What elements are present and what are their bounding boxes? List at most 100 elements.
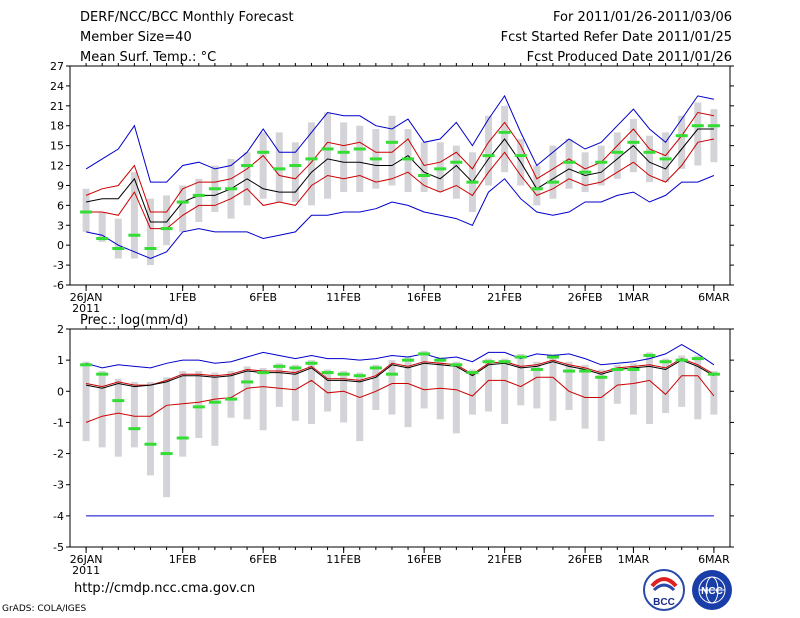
spread-bar [307, 122, 315, 206]
y-tick-label: 21 [50, 100, 64, 113]
panel-2: -5 -4 -3 -2 -1 0 1 2 26JAN 1FEB 6FEB 11FEB 16FEB 21FE… [53, 313, 734, 577]
spread-bar [275, 363, 283, 407]
spread-bar [259, 132, 267, 199]
x-tick-label: 21FEB [487, 291, 522, 304]
spread-bar [388, 115, 396, 186]
bcc-logo: BCC [643, 569, 685, 611]
spread-bar [82, 188, 90, 232]
spread-bar [549, 353, 557, 421]
spread-bar [324, 369, 332, 412]
spread-bar [452, 361, 460, 434]
spread-bar [565, 139, 573, 189]
series-line-lower [85, 375, 715, 423]
spread-bar [678, 355, 686, 407]
spread-bar [646, 135, 654, 183]
spread-bar [356, 125, 364, 193]
x-tick-label: 6MAR [698, 291, 730, 304]
spread-bar [485, 358, 493, 412]
x-tick-label: 26FEB [568, 553, 603, 566]
spread-bar [533, 361, 541, 409]
spread-bar [710, 371, 718, 415]
x-tick-label: 6MAR [698, 553, 730, 566]
y-tick-label: -5 [53, 541, 64, 554]
spread-bar [98, 371, 106, 448]
footer-url[interactable]: http://cmdp.ncc.cma.gov.cn [74, 581, 256, 596]
grads-credit: GrADS: COLA/IGES [2, 604, 87, 614]
spread-bar [581, 364, 589, 429]
header-start-date: Fcst Started Refer Date 2011/01/25 [500, 30, 732, 45]
panel-1: -6 -3 0 3 6 9 12 15 18 21 24 27 26JAN 1FEB 6FEB 11FEB 16… [50, 60, 734, 315]
series-line-min [85, 175, 715, 260]
spread-bar [420, 142, 428, 193]
spread-bar [195, 178, 203, 222]
panel-title: Prec.: log(mm/d) [80, 313, 188, 328]
spread-bar [82, 361, 90, 442]
spread-bar [404, 129, 412, 193]
spread-bar [130, 172, 138, 259]
y-tick-label: 15 [50, 140, 64, 153]
y-tick-label: 27 [50, 60, 64, 73]
x-tick-label: 16FEB [407, 291, 442, 304]
spread-bar [694, 355, 702, 420]
header-member-size: Member Size=40 [80, 30, 192, 45]
x-year-label: 2011 [72, 564, 100, 577]
header-left: DERF/NCC/BCC Monthly Forecast Member Siz… [80, 8, 294, 68]
spread-bar [163, 377, 171, 498]
spread-bar [179, 185, 187, 232]
spread-bar [549, 145, 557, 199]
spread-bar [452, 145, 460, 199]
y-tick-label: 12 [50, 160, 64, 173]
x-tick-label: 1FEB [169, 291, 197, 304]
y-tick-label: 3 [57, 219, 64, 232]
series-line-lower [86, 138, 715, 230]
spread-bar [613, 132, 621, 179]
spread-bar [259, 367, 267, 431]
x-tick-label: 21FEB [487, 553, 522, 566]
spread-bar [114, 218, 122, 259]
header-variable: Mean Surf. Temp.: °C [80, 50, 217, 65]
x-tick-label: 6FEB [249, 291, 277, 304]
spread-bar [179, 371, 187, 457]
spread-bar [436, 142, 444, 193]
x-tick-label: 26FEB [568, 291, 603, 304]
spread-bar [307, 360, 315, 424]
x-tick-label: 1FEB [169, 553, 197, 566]
spread-bar [662, 132, 670, 183]
series-line-mean [86, 359, 715, 389]
ncc-logo: NCC [692, 570, 732, 610]
spread-bar [678, 115, 686, 169]
spread-bar [291, 142, 299, 203]
x-tick-label: 1MAR [618, 291, 650, 304]
header-right: For 2011/01/26-2011/03/06 Fcst Started R… [501, 8, 732, 68]
bcc-logo-text: BCC [653, 597, 675, 608]
series-line-mean [85, 128, 714, 223]
series-line-max [85, 94, 715, 183]
spread-bar [613, 364, 621, 404]
spread-bar [98, 212, 106, 242]
y-tick-label: -6 [53, 279, 64, 292]
spread-bar [533, 165, 541, 206]
y-tick-label: -2 [53, 448, 64, 461]
y-tick-label: 6 [57, 199, 64, 212]
spread-bar [517, 353, 525, 406]
spread-bar [404, 357, 412, 428]
x-tick-label: 11FEB [326, 553, 361, 566]
plot-frame [69, 65, 731, 286]
y-tick-label: 2 [57, 323, 64, 336]
x-tick-label: 11FEB [326, 291, 361, 304]
spread-bar [710, 109, 718, 163]
spread-bar [629, 363, 637, 415]
spread-bar [130, 381, 138, 448]
spread-bar [275, 132, 283, 203]
ncc-logo-text: NCC [701, 586, 723, 597]
y-tick-label: -4 [53, 510, 64, 523]
spread-bar [291, 364, 299, 421]
y-tick-label: -3 [53, 259, 64, 272]
y-tick-label: 24 [50, 80, 64, 93]
spread-bar [501, 358, 509, 424]
x-tick-label: 6FEB [249, 553, 277, 566]
series-line-max [85, 344, 715, 369]
series-line-upper [86, 358, 715, 388]
spread-bar [646, 352, 654, 424]
